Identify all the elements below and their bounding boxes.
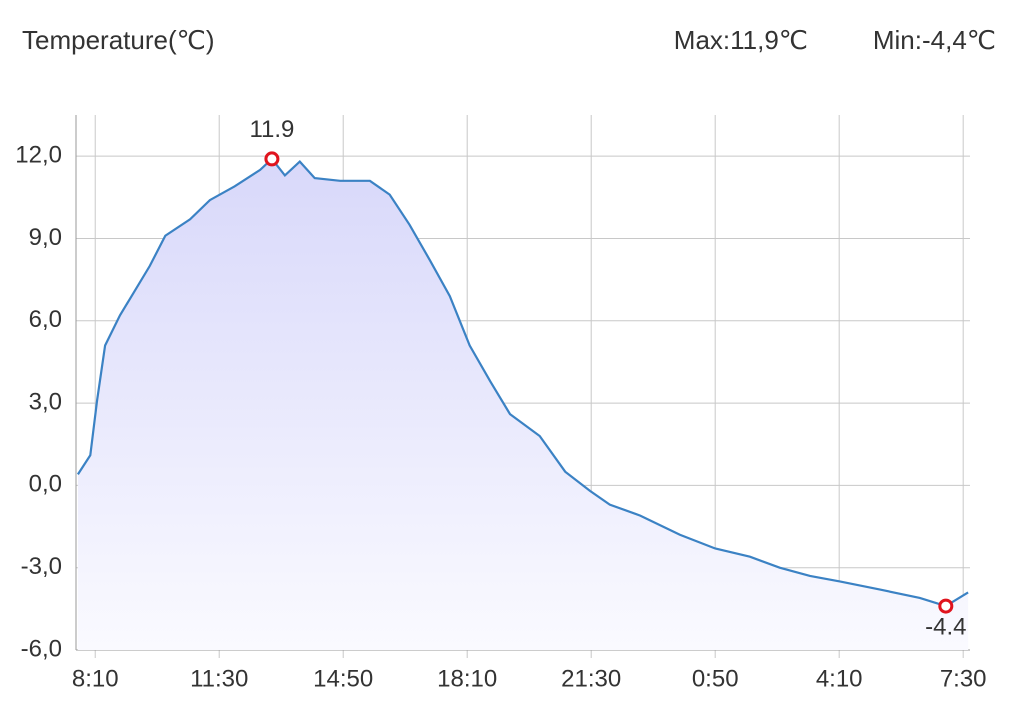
- marker: [264, 151, 280, 167]
- x-tick-label: 18:10: [437, 665, 497, 692]
- x-tick-label: 14:50: [313, 665, 373, 692]
- x-tick-label: 0:50: [692, 665, 739, 692]
- data-label: 11.9: [249, 116, 294, 143]
- line: [76, 157, 969, 608]
- y-tick-label: 9,0: [29, 224, 62, 251]
- x-tick-label: 11:30: [190, 665, 248, 692]
- min-label: Min:-4,4℃: [873, 25, 996, 55]
- x-tick-label: 8:10: [72, 665, 119, 692]
- marker: [938, 598, 954, 614]
- chart-title: Temperature(℃): [22, 25, 214, 55]
- y-tick-label: -3,0: [21, 553, 62, 580]
- x-tick-label: 7:30: [940, 665, 987, 692]
- x-tick-label: 4:10: [816, 665, 863, 692]
- x-tick-label: 21:30: [561, 665, 621, 692]
- area: [77, 158, 969, 650]
- y-tick-label: 0,0: [29, 471, 62, 498]
- max-label: Max:11,9℃: [674, 25, 808, 55]
- y-tick-label: 6,0: [29, 306, 62, 333]
- data-label: -4.4: [925, 613, 966, 640]
- y-tick-label: 3,0: [29, 388, 62, 415]
- y-tick-label: -6,0: [21, 635, 62, 662]
- y-tick-label: 12,0: [15, 141, 62, 168]
